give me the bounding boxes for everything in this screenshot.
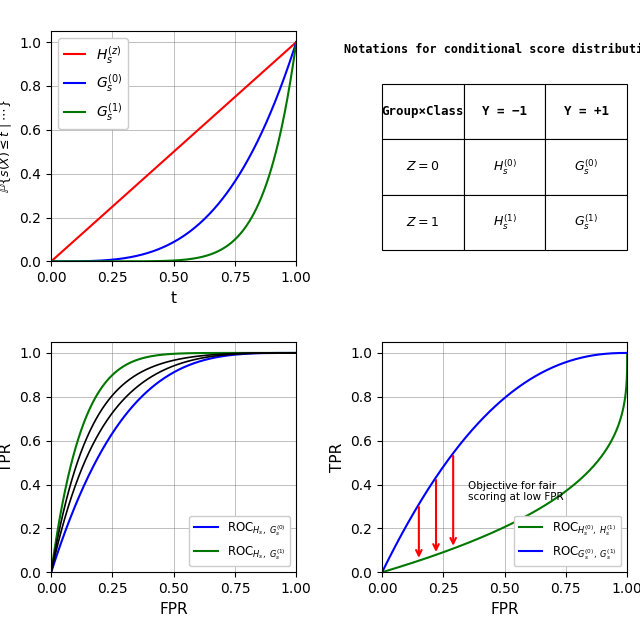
Y-axis label: TPR: TPR — [0, 442, 14, 471]
Legend: $H_s^{(z)}$, $G_s^{(0)}$, $G_s^{(1)}$: $H_s^{(z)}$, $G_s^{(0)}$, $G_s^{(1)}$ — [58, 38, 128, 129]
X-axis label: t: t — [171, 290, 177, 305]
Text: Notations for conditional score distributions: Notations for conditional score distribu… — [344, 43, 640, 55]
X-axis label: FPR: FPR — [490, 601, 519, 616]
Text: Objective for fair
scoring at low FPR: Objective for fair scoring at low FPR — [468, 481, 563, 503]
Y-axis label: $\mathbb{P}\{s(X) \leq t \mid \cdots\}$: $\mathbb{P}\{s(X) \leq t \mid \cdots\}$ — [0, 100, 14, 193]
Legend: ROC$_{H_s^{(0)},\ H_s^{(1)}}$, ROC$_{G_s^{(0)},\ G_s^{(1)}}$: ROC$_{H_s^{(0)},\ H_s^{(1)}}$, ROC$_{G_s… — [514, 516, 621, 567]
Legend: ROC$_{H_s,\ G_s^{(0)}}$, ROC$_{H_s,\ G_s^{(1)}}$: ROC$_{H_s,\ G_s^{(0)}}$, ROC$_{H_s,\ G_s… — [189, 516, 291, 567]
X-axis label: FPR: FPR — [159, 601, 188, 616]
Y-axis label: TPR: TPR — [330, 442, 345, 471]
